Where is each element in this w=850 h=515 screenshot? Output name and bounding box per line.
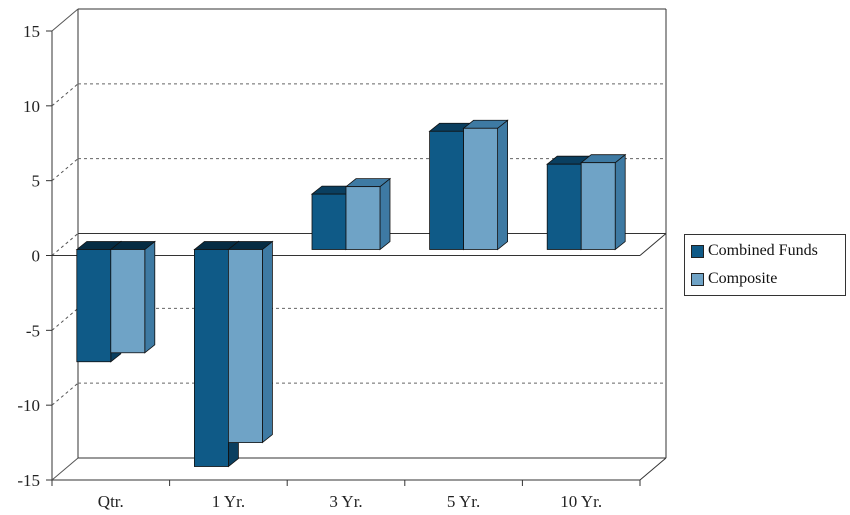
zero-line-side — [639, 233, 667, 256]
y-tick-label: 10 — [23, 97, 40, 116]
bar-composite-1yr — [227, 240, 274, 444]
legend: Combined Funds Composite — [684, 234, 846, 296]
legend-item-composite: Composite — [691, 270, 777, 288]
bar-side-face — [497, 119, 509, 251]
y-tick-label: 0 — [32, 247, 41, 266]
bar-front-face — [463, 127, 499, 250]
bar-front-face — [193, 249, 229, 467]
bar-front-face — [580, 162, 616, 250]
y-axis-ticks: 15 10 5 0 -5 -10 -15 — [17, 22, 52, 490]
bar-front-face — [345, 186, 381, 250]
bar-side-face — [614, 153, 626, 251]
x-axis-ticks: Qtr. 1 Yr. 3 Yr. 5 Yr. 10 Yr. — [51, 480, 641, 511]
x-tick-label: 5 Yr. — [447, 492, 480, 511]
side-wall-gridline — [51, 307, 79, 331]
bar-composite-qtr — [109, 240, 156, 354]
bar-side-face — [144, 240, 156, 354]
y-tick-label: -10 — [17, 396, 40, 415]
bar-front-face — [227, 249, 263, 443]
bar-front-face — [429, 130, 465, 250]
bar-composite-3yr — [344, 177, 392, 251]
side-wall-gridline — [51, 233, 79, 256]
bars — [75, 119, 627, 468]
bar-side-face — [379, 177, 391, 251]
side-wall-gridline — [51, 457, 79, 481]
legend-label-combined-funds: Combined Funds — [708, 242, 818, 259]
side-wall-gridline — [51, 83, 79, 107]
x-tick-label: 3 Yr. — [329, 492, 362, 511]
y-tick-label: -5 — [26, 321, 40, 340]
legend-swatch-combined-funds — [691, 244, 704, 258]
x-tick-label: 1 Yr. — [212, 492, 245, 511]
side-wall-gridline — [51, 8, 79, 32]
y-tick-label: 15 — [23, 22, 40, 41]
bar-front-face — [311, 193, 347, 250]
side-wall-gridline — [51, 382, 79, 406]
y-tick-label: 5 — [32, 172, 41, 191]
legend-swatch-composite — [691, 272, 704, 286]
side-wall-gridline — [51, 158, 79, 182]
x-tick-label: 10 Yr. — [560, 492, 602, 511]
bar-front-face — [76, 249, 112, 363]
bar-composite-10yr — [580, 153, 627, 251]
bar-composite-5yr — [462, 119, 509, 251]
y-tick-label: -15 — [17, 471, 40, 490]
x-tick-label: Qtr. — [98, 492, 124, 511]
floor-right-edge — [639, 457, 667, 481]
bar-front-face — [546, 163, 582, 250]
legend-item-combined-funds: Combined Funds — [691, 242, 818, 260]
bar-front-face — [110, 249, 146, 354]
legend-label-composite: Composite — [708, 270, 778, 287]
bar-side-face — [261, 240, 273, 444]
